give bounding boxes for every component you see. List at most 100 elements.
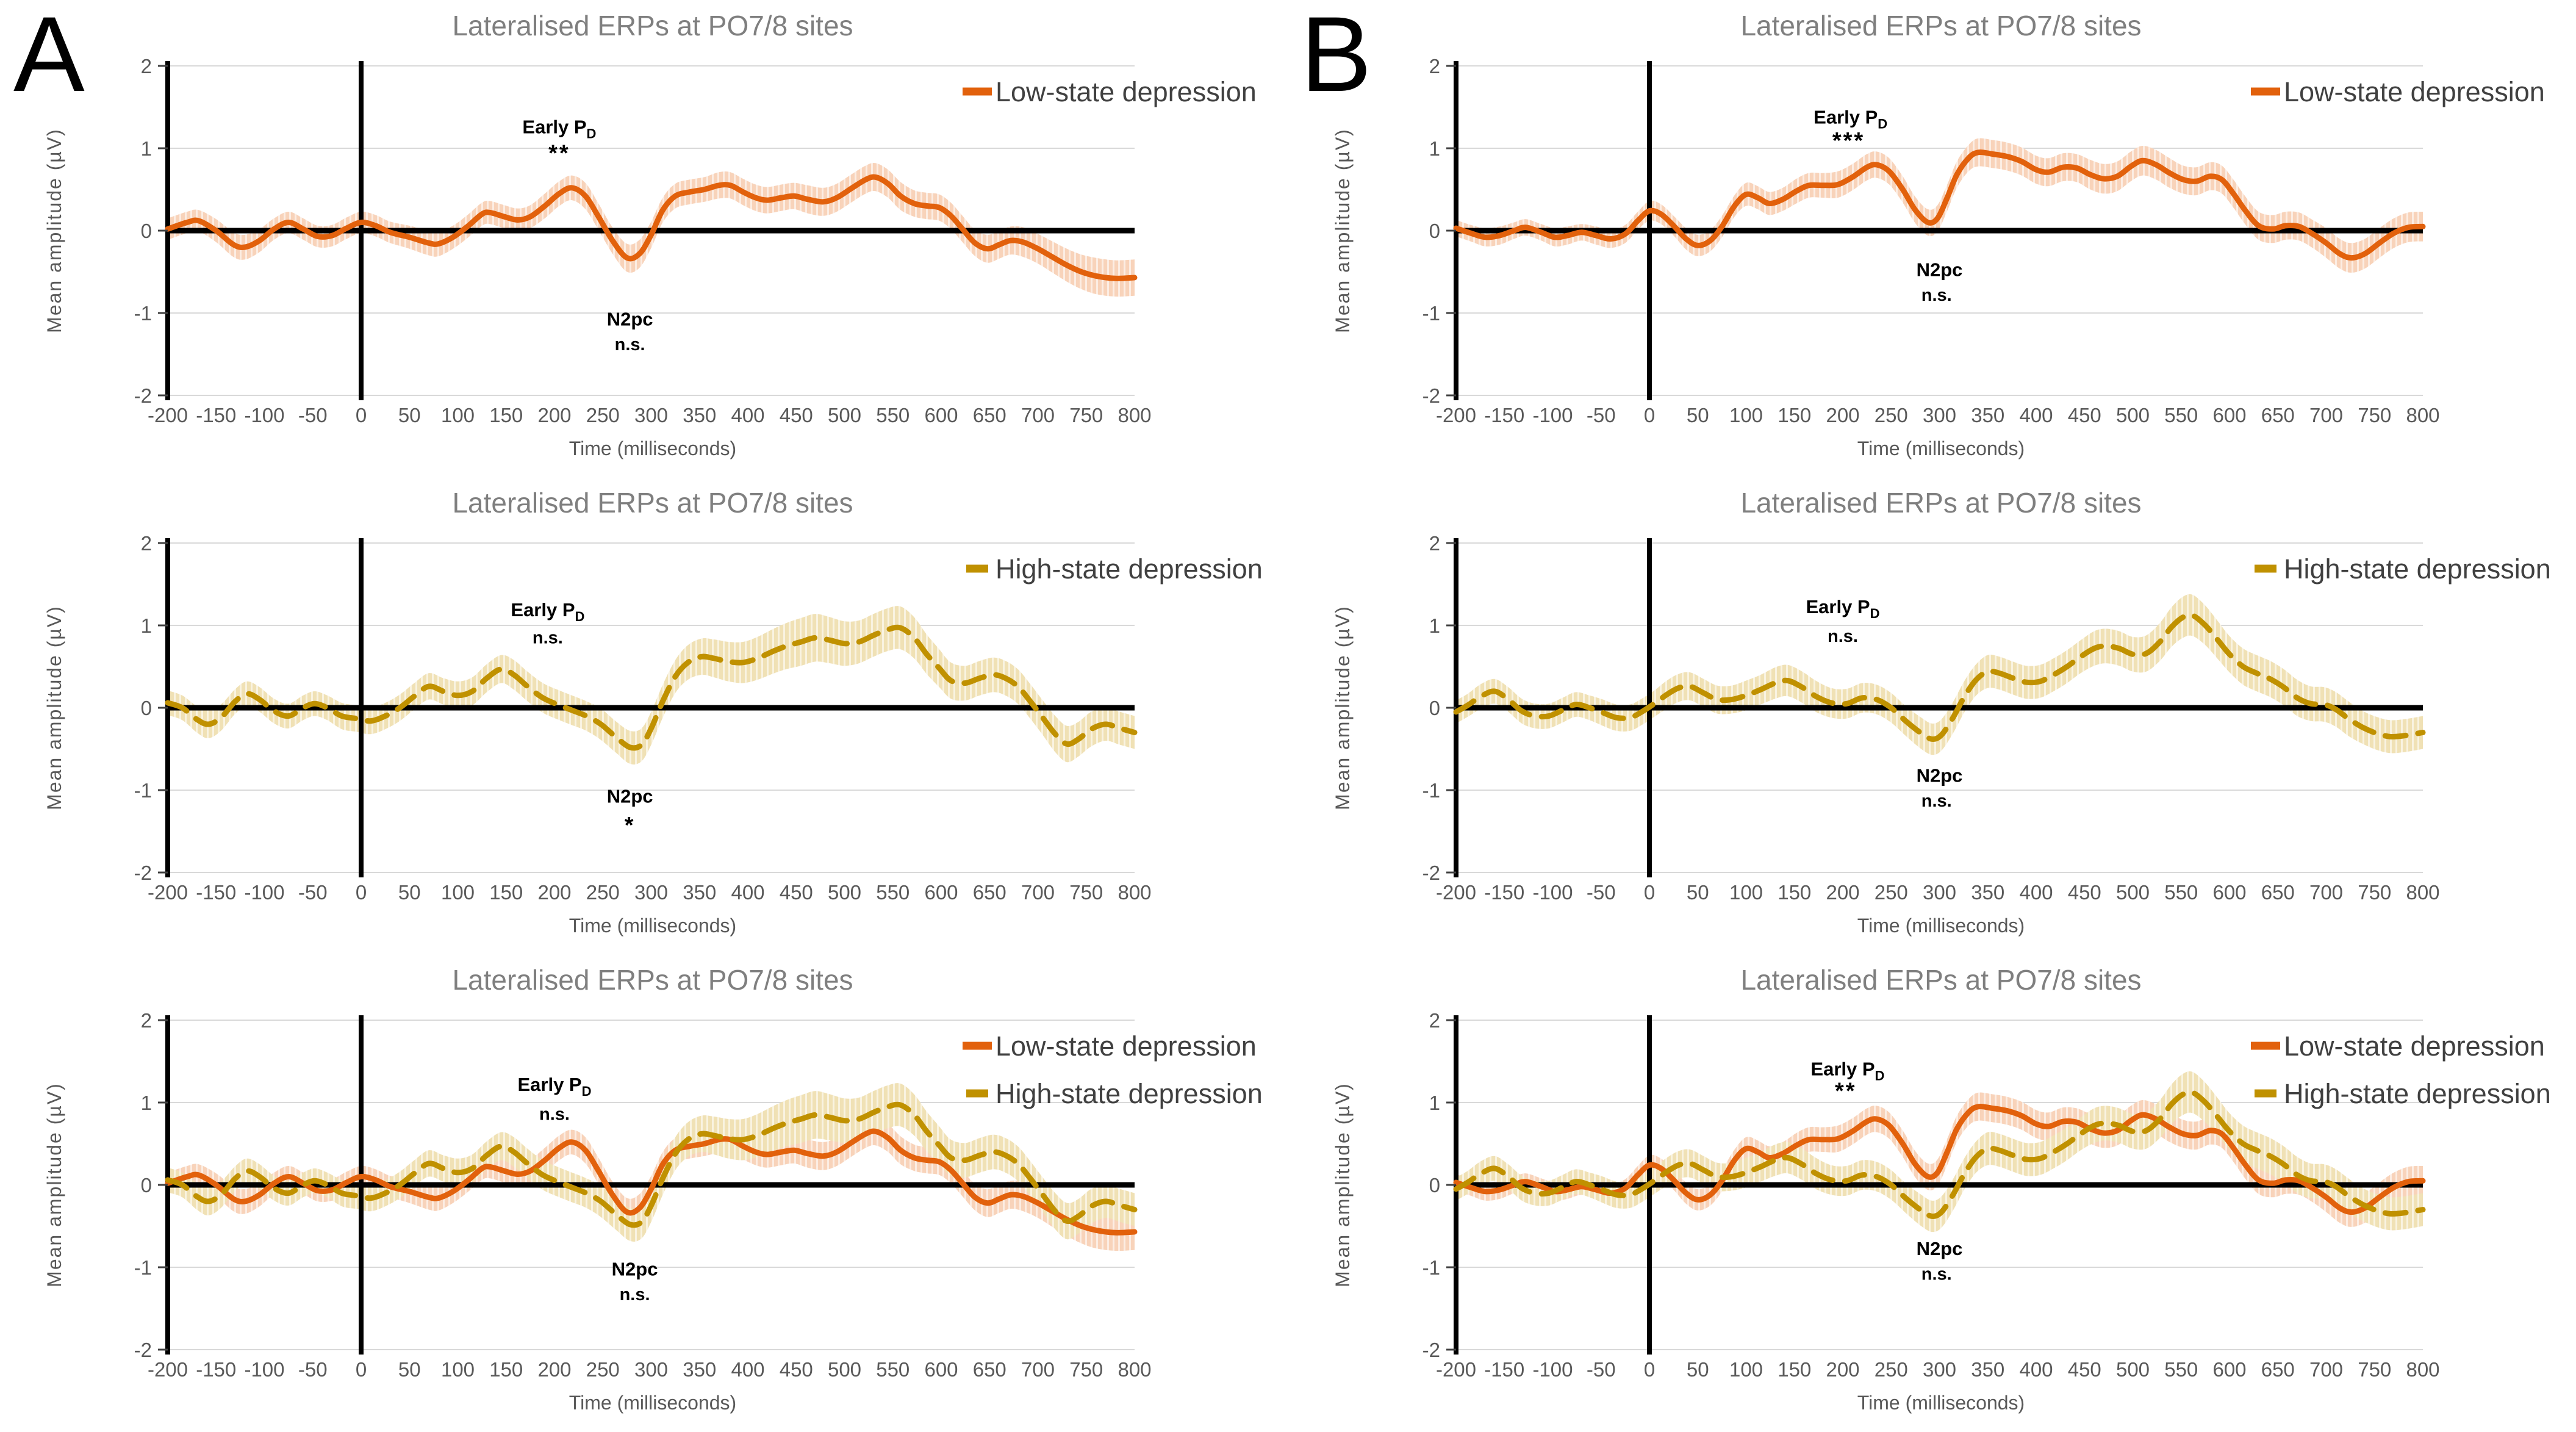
x-tick-label: 200 [537, 881, 571, 904]
x-tick-label: 400 [2019, 1358, 2053, 1381]
x-tick-label: 600 [2212, 404, 2246, 426]
y-axis-label: Mean amplitude (µV) [1332, 128, 1354, 333]
component-annotation: Early PD [517, 1074, 591, 1099]
y-tick-label: -1 [1423, 1256, 1440, 1279]
x-axis-label: Time (milliseconds) [569, 1392, 736, 1414]
x-tick-label: 50 [398, 404, 421, 426]
x-tick-label: 800 [2406, 404, 2439, 426]
x-tick-label: 50 [1687, 404, 1709, 426]
legend-label-low-state: Low-state depression [2284, 76, 2545, 107]
y-tick-label: 1 [1429, 1092, 1440, 1114]
significance-annotation: n.s. [1921, 791, 1952, 811]
x-axis-label: Time (milliseconds) [1857, 437, 2025, 459]
y-tick-label: 0 [1429, 697, 1440, 719]
x-tick-label: 700 [2309, 1358, 2343, 1381]
high-state-error-band [168, 1083, 1135, 1242]
y-tick-label: -2 [134, 1339, 152, 1361]
x-tick-label: 450 [2068, 404, 2101, 426]
x-tick-label: -150 [1484, 1358, 1524, 1381]
x-tick-label: -200 [148, 881, 188, 904]
significance-annotation: *** [1832, 128, 1865, 154]
high-state-waveform [1453, 612, 2426, 742]
x-tick-label: 600 [924, 404, 958, 426]
x-tick-label: 300 [634, 404, 668, 426]
y-tick-label: 1 [141, 137, 152, 160]
y-tick-label: -2 [1423, 1339, 1440, 1361]
x-tick-label: 100 [441, 881, 475, 904]
x-tick-label: 50 [398, 881, 421, 904]
x-tick-label: -100 [244, 1358, 284, 1381]
x-tick-label: 750 [2358, 1358, 2391, 1381]
x-tick-label: 500 [2116, 881, 2150, 904]
x-tick-label: 50 [1687, 881, 1709, 904]
x-tick-label: 650 [973, 1358, 1006, 1381]
low-state-error-band [1456, 138, 2423, 273]
x-tick-label: 100 [1729, 881, 1763, 904]
x-tick-label: 350 [1971, 881, 2004, 904]
x-tick-label: 800 [1118, 881, 1151, 904]
x-tick-label: 250 [1875, 881, 1908, 904]
legend-label-high-state: High-state depression [2284, 1078, 2551, 1109]
y-tick-label: 0 [141, 1174, 152, 1196]
component-annotation: N2pc [1917, 1238, 1963, 1259]
chart-title: Lateralised ERPs at PO7/8 sites [1740, 10, 2141, 41]
x-tick-label: 200 [537, 1358, 571, 1381]
x-tick-label: 650 [2261, 404, 2295, 426]
x-tick-label: -50 [1587, 404, 1616, 426]
x-tick-label: -150 [1484, 404, 1524, 426]
x-tick-label: 700 [1021, 881, 1055, 904]
component-annotation: Early PD [1810, 1058, 1884, 1083]
x-tick-label: 500 [828, 1358, 861, 1381]
erp-chart-B3-overlay: 2 1 0 -1 -2-200 -150 -100 -50 0 50 100 150 200 250 300… [1332, 964, 2551, 1414]
x-tick-label: 300 [1923, 404, 1956, 426]
x-tick-label: 100 [1729, 1358, 1763, 1381]
x-tick-label: 550 [2164, 1358, 2198, 1381]
x-tick-label: 50 [398, 1358, 421, 1381]
component-annotation: N2pc [612, 1259, 658, 1280]
x-tick-label: 0 [1644, 404, 1655, 426]
x-tick-label: 500 [828, 404, 861, 426]
x-tick-label: 400 [731, 1358, 764, 1381]
x-tick-label: 800 [2406, 881, 2439, 904]
x-tick-label: 650 [2261, 1358, 2295, 1381]
legend-label-high-state: High-state depression [2284, 553, 2551, 585]
high-state-waveform [165, 624, 1138, 751]
x-tick-label: 150 [1778, 1358, 1811, 1381]
component-annotation: Early PD [1814, 107, 1887, 132]
x-tick-label: -150 [1484, 881, 1524, 904]
y-tick-label: -1 [134, 779, 152, 802]
x-tick-label: 150 [489, 404, 523, 426]
x-tick-label: 300 [634, 1358, 668, 1381]
x-tick-label: 250 [586, 881, 620, 904]
y-tick-label: 2 [1429, 532, 1440, 555]
erp-chart-A1-low-state: 2 1 0 -1 -2-200 -150 -100 -50 0 50 100 150 200 250 300… [43, 10, 1257, 459]
x-tick-label: 600 [924, 1358, 958, 1381]
x-tick-label: -200 [1436, 404, 1476, 426]
x-tick-label: 400 [731, 404, 764, 426]
component-annotation: N2pc [1917, 765, 1963, 786]
high-state-error-band [168, 606, 1135, 765]
component-annotation: Early PD [511, 599, 584, 624]
low-state-error-band [1456, 1092, 2423, 1227]
x-tick-label: 250 [1875, 404, 1908, 426]
low-state-waveform [1453, 149, 2426, 261]
legend-label-low-state: Low-state depression [996, 76, 1257, 107]
x-tick-label: -50 [1587, 1358, 1616, 1381]
legend-label-high-state: High-state depression [996, 1078, 1263, 1109]
x-tick-label: -100 [1532, 1358, 1573, 1381]
x-tick-label: 250 [586, 404, 620, 426]
high-state-waveform [165, 1101, 1138, 1228]
significance-annotation: n.s. [539, 1104, 570, 1124]
x-tick-label: 0 [356, 881, 367, 904]
component-annotation: N2pc [1917, 259, 1963, 280]
x-tick-label: 0 [356, 404, 367, 426]
y-tick-label: 0 [141, 697, 152, 719]
x-tick-label: 400 [2019, 404, 2053, 426]
x-tick-label: 400 [2019, 881, 2053, 904]
erp-chart-B2-high-state: 2 1 0 -1 -2-200 -150 -100 -50 0 50 100 150 200 250 300… [1332, 487, 2551, 937]
component-annotation: N2pc [607, 785, 653, 807]
y-tick-label: -2 [134, 862, 152, 884]
x-tick-label: 550 [876, 881, 909, 904]
y-tick-label: 0 [1429, 220, 1440, 242]
panel-label-B: B [1301, 0, 1372, 114]
